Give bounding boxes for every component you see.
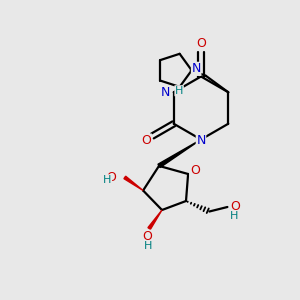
Text: N: N [161, 86, 170, 99]
Text: N: N [191, 62, 201, 75]
Text: O: O [143, 230, 153, 243]
Polygon shape [124, 176, 143, 190]
Text: H: H [103, 175, 112, 185]
Text: O: O [106, 171, 116, 184]
Text: O: O [142, 134, 152, 147]
Text: N: N [196, 134, 206, 148]
Text: H: H [143, 241, 152, 251]
Text: O: O [231, 200, 240, 214]
Text: O: O [190, 164, 200, 177]
Text: O: O [196, 37, 206, 50]
Text: H: H [175, 86, 183, 96]
Polygon shape [158, 140, 201, 168]
Polygon shape [148, 210, 162, 229]
Text: H: H [230, 211, 238, 221]
